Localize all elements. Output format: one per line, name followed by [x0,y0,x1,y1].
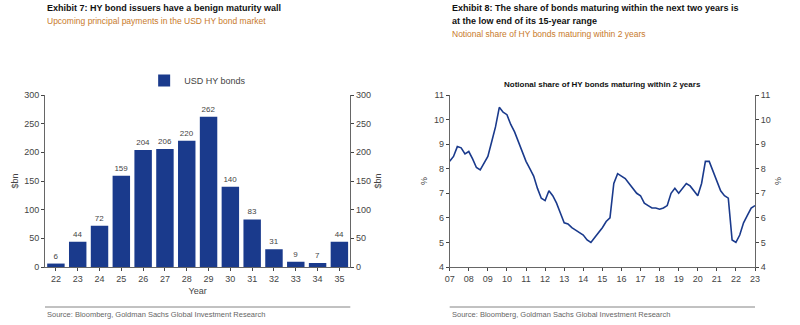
svg-text:25: 25 [116,274,126,284]
svg-text:11: 11 [521,274,530,284]
svg-text:Source: Bloomberg, Goldman Sac: Source: Bloomberg, Goldman Sachs Global … [47,310,265,319]
svg-text:9: 9 [293,250,298,259]
svg-text:31: 31 [247,274,257,284]
svg-text:150: 150 [356,176,371,186]
svg-text:22: 22 [731,274,741,284]
svg-text:6: 6 [53,252,58,261]
svg-text:07: 07 [445,274,455,284]
svg-text:204: 204 [136,138,150,147]
svg-text:Exhibit 8: The share of bonds: Exhibit 8: The share of bonds maturing w… [452,3,739,13]
svg-text:0: 0 [34,262,39,272]
svg-text:Exhibit 7: HY bond issuers hav: Exhibit 7: HY bond issuers have a benign… [47,3,281,13]
svg-text:22: 22 [51,274,61,284]
svg-text:5: 5 [761,238,766,248]
svg-text:200: 200 [356,147,371,157]
svg-text:250: 250 [356,119,371,129]
svg-text:72: 72 [95,214,104,223]
svg-text:7: 7 [761,188,766,198]
svg-text:100: 100 [24,205,39,215]
svg-text:6: 6 [761,213,766,223]
svg-text:30: 30 [225,274,235,284]
svg-text:9: 9 [439,139,444,149]
svg-text:08: 08 [464,274,474,284]
svg-text:19: 19 [674,274,684,284]
svg-text:300: 300 [24,90,39,100]
svg-text:250: 250 [24,119,39,129]
svg-text:10: 10 [761,115,771,125]
svg-text:29: 29 [204,274,214,284]
svg-text:27: 27 [160,274,170,284]
svg-text:16: 16 [616,274,626,284]
svg-text:34: 34 [313,274,323,284]
svg-text:300: 300 [356,90,371,100]
svg-text:33: 33 [291,274,301,284]
svg-text:44: 44 [73,230,82,239]
svg-text:18: 18 [655,274,665,284]
svg-text:8: 8 [761,164,766,174]
svg-text:31: 31 [269,237,278,246]
svg-text:32: 32 [269,274,279,284]
svg-text:Source: Bloomberg, Goldman Sac: Source: Bloomberg, Goldman Sachs Global … [452,310,670,319]
svg-text:09: 09 [483,274,493,284]
svg-text:44: 44 [335,230,344,239]
svg-text:24: 24 [95,274,105,284]
svg-text:4: 4 [439,262,444,272]
svg-text:220: 220 [180,129,194,138]
svg-text:13: 13 [559,274,569,284]
svg-text:50: 50 [29,233,39,243]
svg-text:11: 11 [435,90,444,100]
svg-text:%: % [773,177,783,185]
svg-text:Year: Year [189,286,207,296]
svg-text:20: 20 [693,274,703,284]
svg-text:83: 83 [247,207,256,216]
svg-text:100: 100 [356,205,371,215]
svg-text:50: 50 [356,233,366,243]
svg-text:4: 4 [761,262,766,272]
svg-text:12: 12 [540,274,550,284]
svg-text:150: 150 [24,176,39,186]
svg-text:23: 23 [73,274,83,284]
svg-text:17: 17 [636,274,646,284]
svg-text:206: 206 [158,137,172,146]
svg-text:200: 200 [24,147,39,157]
svg-text:159: 159 [114,164,128,173]
svg-text:11: 11 [761,90,770,100]
svg-text:10: 10 [502,274,512,284]
svg-text:$bn: $bn [373,173,383,188]
svg-text:28: 28 [182,274,192,284]
svg-text:7: 7 [315,251,320,260]
svg-text:35: 35 [334,274,344,284]
svg-text:Notional share of HY bonds mat: Notional share of HY bonds maturing with… [504,80,701,89]
svg-text:7: 7 [439,188,444,198]
svg-text:15: 15 [597,274,607,284]
svg-text:Upcoming principal payments in: Upcoming principal payments in the USD H… [47,16,266,26]
svg-text:6: 6 [439,213,444,223]
svg-text:10: 10 [434,115,444,125]
svg-text:26: 26 [138,274,148,284]
svg-text:8: 8 [439,164,444,174]
svg-text:0: 0 [356,262,361,272]
svg-text:23: 23 [750,274,760,284]
svg-text:5: 5 [439,238,444,248]
svg-text:21: 21 [712,274,722,284]
svg-text:262: 262 [202,105,216,114]
svg-text:140: 140 [223,175,237,184]
svg-text:USD HY bonds: USD HY bonds [184,76,245,86]
svg-text:at the low end of its 15-year: at the low end of its 15-year range [452,16,597,26]
svg-text:Notional share of HY bonds mat: Notional share of HY bonds maturing with… [452,29,646,39]
svg-text:9: 9 [761,139,766,149]
svg-text:%: % [419,177,429,185]
svg-text:14: 14 [578,274,588,284]
svg-text:$bn: $bn [10,173,20,188]
